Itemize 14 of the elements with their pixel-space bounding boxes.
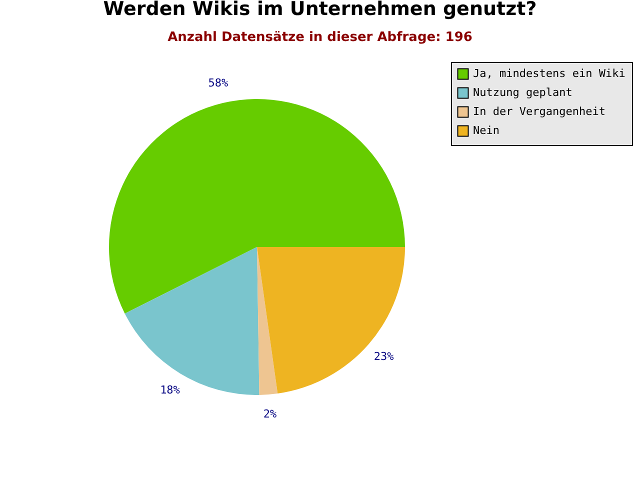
data-label: 2% bbox=[263, 407, 278, 420]
pie-slice bbox=[257, 247, 405, 394]
data-label: 23% bbox=[374, 350, 394, 364]
legend-label: Nutzung geplant bbox=[473, 86, 572, 99]
pie-slice bbox=[257, 247, 278, 395]
pie-slice bbox=[124, 247, 260, 395]
legend-label: Nein bbox=[473, 124, 500, 137]
chart-title: Werden Wikis im Unternehmen genutzt? bbox=[103, 0, 537, 20]
pie-slice bbox=[109, 99, 405, 314]
chart-subtitle: Anzahl Datensätze in dieser Abfrage: 196 bbox=[168, 30, 472, 45]
legend-label: In der Vergangenheit bbox=[473, 105, 606, 118]
data-label: 18% bbox=[160, 384, 180, 397]
legend-label: Ja, mindestens ein Wiki bbox=[473, 67, 626, 80]
data-label: 58% bbox=[208, 76, 228, 90]
